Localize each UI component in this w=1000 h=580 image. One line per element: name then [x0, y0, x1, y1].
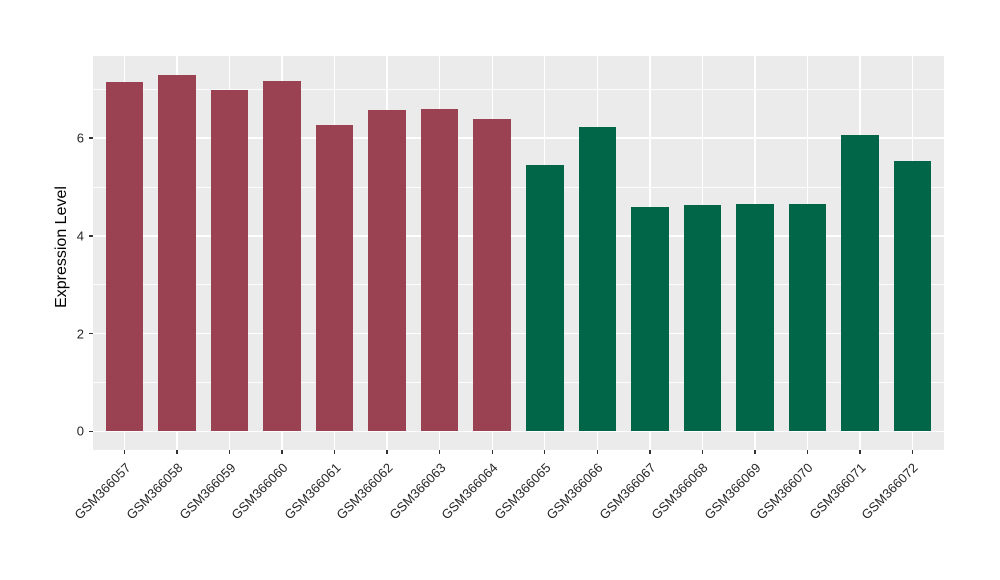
gridline-major	[93, 137, 944, 139]
x-tick-mark	[859, 450, 861, 454]
bar-GSM366062	[368, 109, 406, 432]
x-tick-mark	[911, 450, 914, 454]
gridline-minor	[93, 382, 944, 383]
y-tick-label: 2	[76, 326, 84, 342]
bar-GSM366059	[210, 90, 249, 432]
x-tick-mark	[123, 450, 126, 454]
bar-GSM366066	[578, 126, 617, 432]
bar-GSM366068	[683, 205, 722, 432]
bar-GSM366071	[841, 135, 879, 432]
x-tick-mark	[491, 450, 493, 454]
x-tick-mark	[701, 450, 704, 454]
x-tick-mark	[386, 450, 388, 454]
x-tick-mark	[228, 450, 231, 454]
bar-GSM366070	[788, 204, 827, 432]
x-tick-mark	[754, 450, 756, 454]
y-tick-mark	[89, 137, 93, 139]
bar-GSM366069	[736, 203, 774, 432]
x-tick-label: GSM366072	[740, 459, 921, 522]
gridline-major	[93, 235, 944, 237]
x-tick-mark	[806, 450, 809, 454]
bar-GSM366067	[631, 206, 669, 432]
x-tick-label-text: GSM366072	[858, 460, 922, 523]
bar-GSM366057	[105, 82, 144, 432]
gridline-minor	[93, 284, 944, 286]
y-axis-title: Expression Level	[53, 186, 70, 308]
bar-GSM366064	[473, 118, 511, 432]
x-tick-mark	[649, 450, 651, 454]
gridline-minor	[93, 186, 944, 188]
bar-GSM366058	[158, 74, 196, 432]
bar-GSM366063	[420, 108, 459, 432]
bar-GSM366065	[526, 165, 564, 432]
y-tick-mark	[89, 332, 93, 335]
plot-panel	[93, 56, 944, 450]
y-tick-mark	[89, 430, 93, 433]
bar-GSM366061	[315, 125, 354, 432]
gridline-major	[93, 430, 944, 433]
x-tick-mark	[544, 450, 546, 454]
y-tick-label: 4	[76, 228, 84, 244]
x-tick-mark	[176, 450, 178, 454]
x-tick-mark	[439, 450, 441, 454]
bar-GSM366072	[893, 161, 932, 432]
x-tick-mark	[281, 450, 283, 454]
bar-GSM366060	[263, 81, 301, 432]
y-tick-mark	[89, 235, 93, 237]
y-tick-label: 0	[76, 423, 84, 439]
gridline-major	[93, 332, 944, 335]
x-tick-mark	[596, 450, 598, 454]
y-tick-label: 6	[76, 130, 84, 146]
gridline-minor	[93, 88, 944, 90]
x-tick-mark	[333, 450, 336, 454]
